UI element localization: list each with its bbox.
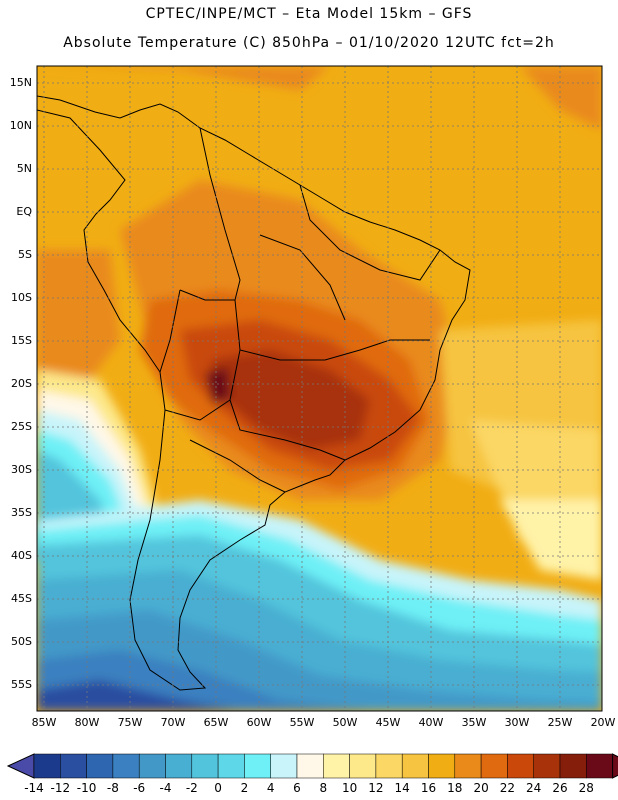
lon-label: 20W bbox=[590, 716, 616, 729]
colorbar-swatch bbox=[112, 753, 140, 779]
colorbar-swatch bbox=[191, 753, 219, 779]
lon-label: 50W bbox=[332, 716, 358, 729]
coastline bbox=[37, 95, 471, 691]
lat-label: 45S bbox=[11, 592, 32, 605]
colorbar-swatch bbox=[480, 753, 508, 779]
lat-label: 20S bbox=[11, 377, 32, 390]
colorbar-swatch bbox=[86, 753, 114, 779]
colorbar-label: -6 bbox=[133, 781, 146, 795]
colorbar-swatch bbox=[138, 753, 166, 779]
colorbar-swatch bbox=[270, 753, 298, 779]
colorbar-swatch bbox=[401, 753, 429, 779]
lat-label: 35S bbox=[11, 506, 32, 519]
lat-label: 50S bbox=[11, 635, 32, 648]
lat-label: 15N bbox=[9, 76, 32, 89]
lon-label: 35W bbox=[461, 716, 487, 729]
colorbar-swatch bbox=[454, 753, 482, 779]
lon-label: 80W bbox=[74, 716, 100, 729]
colorbar-swatch bbox=[217, 753, 245, 779]
colorbar-swatch bbox=[428, 753, 456, 779]
lat-label: 10N bbox=[9, 119, 32, 132]
colorbar-label: 28 bbox=[578, 781, 594, 795]
colorbar-label: 24 bbox=[526, 781, 542, 795]
colorbar-label: -12 bbox=[50, 781, 71, 795]
colorbar-label: -4 bbox=[159, 781, 172, 795]
lon-label: 45W bbox=[375, 716, 401, 729]
colorbar-label: -10 bbox=[76, 781, 97, 795]
lon-label: 65W bbox=[203, 716, 229, 729]
colorbar-swatch bbox=[349, 753, 377, 779]
lon-label: 85W bbox=[31, 716, 57, 729]
lat-label: 5N bbox=[16, 162, 32, 175]
colorbar-swatch bbox=[533, 753, 561, 779]
colorbar-label: 20 bbox=[473, 781, 489, 795]
lon-label: 75W bbox=[117, 716, 143, 729]
colorbar-swatch bbox=[559, 753, 587, 779]
colorbar-swatch bbox=[165, 753, 193, 779]
lon-label: 40W bbox=[418, 716, 444, 729]
lat-label: 10S bbox=[11, 291, 32, 304]
colorbar-swatch bbox=[33, 753, 61, 779]
lon-label: 60W bbox=[246, 716, 272, 729]
colorbar-label: 4 bbox=[266, 781, 275, 795]
lat-label: 40S bbox=[11, 549, 32, 562]
colorbar-label: -2 bbox=[185, 781, 198, 795]
lat-label: 5S bbox=[18, 248, 32, 261]
colorbar-swatch bbox=[375, 753, 403, 779]
colorbar-label: 12 bbox=[368, 781, 384, 795]
colorbar-label: 14 bbox=[394, 781, 410, 795]
lon-label: 70W bbox=[160, 716, 186, 729]
colorbar-label: -14 bbox=[24, 781, 44, 795]
colorbar-swatch bbox=[296, 753, 324, 779]
lon-label: 30W bbox=[504, 716, 530, 729]
colorbar-swatch bbox=[586, 753, 613, 779]
colorbar-swatch bbox=[244, 753, 271, 779]
temperature-field bbox=[37, 66, 602, 711]
colorbar-swatch bbox=[60, 753, 87, 779]
map-frame bbox=[36, 65, 603, 712]
lat-label: 25S bbox=[11, 420, 32, 433]
colorbar-label: 26 bbox=[552, 781, 568, 795]
colorbar-label: 6 bbox=[293, 781, 301, 795]
colorbar bbox=[6, 753, 618, 779]
lat-label: 55S bbox=[11, 678, 32, 691]
colorbar-label: 22 bbox=[499, 781, 516, 795]
graticule bbox=[37, 66, 602, 711]
colorbar-label: 2 bbox=[240, 781, 249, 795]
colorbar-swatch bbox=[323, 753, 350, 779]
lon-label: 55W bbox=[289, 716, 315, 729]
colorbar-right-arrow bbox=[612, 753, 618, 779]
title-line-2: Absolute Temperature (C) 850hPa – 01/10/… bbox=[63, 35, 555, 51]
colorbar-label: 18 bbox=[447, 781, 463, 795]
colorbar-left-arrow bbox=[6, 753, 35, 779]
title-line-1: CPTEC/INPE/MCT – Eta Model 15km – GFS bbox=[145, 6, 473, 22]
colorbar-label: 16 bbox=[420, 781, 437, 795]
colorbar-label: 8 bbox=[319, 781, 328, 795]
colorbar-label: -8 bbox=[106, 781, 119, 795]
lon-label: 25W bbox=[547, 716, 573, 729]
colorbar-label: 0 bbox=[214, 781, 222, 795]
lat-label: 30S bbox=[11, 463, 32, 476]
colorbar-label: 10 bbox=[341, 781, 358, 795]
colorbar-swatch bbox=[507, 753, 534, 779]
lat-label: 15S bbox=[11, 334, 32, 347]
lat-label: EQ bbox=[16, 205, 32, 218]
